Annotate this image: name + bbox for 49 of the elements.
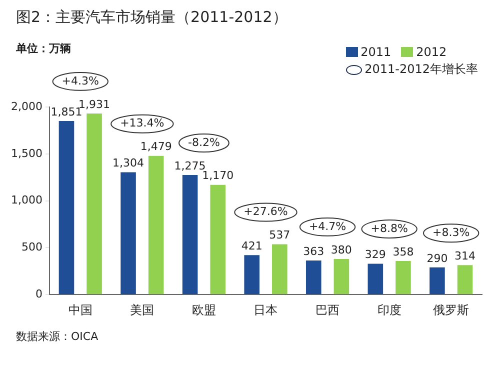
legend-label: 2011 (360, 45, 392, 59)
bar (430, 267, 445, 294)
x-tick-label: 日本 (254, 302, 278, 317)
bar (457, 265, 473, 294)
bar (334, 258, 350, 294)
annotation: +8.8% (370, 222, 408, 235)
data-label: 363 (303, 244, 324, 258)
bar (58, 120, 74, 294)
annotation: +4.7% (308, 220, 346, 233)
data-label: 1,304 (112, 156, 144, 170)
y-tick-label: 1,000 (10, 194, 42, 207)
bar (210, 184, 226, 294)
annotation: +8.3% (432, 226, 470, 240)
bar (120, 172, 136, 294)
text: 2011-2012年增长率 (364, 61, 478, 78)
legend-label: 2012 (416, 45, 447, 59)
bar (306, 260, 322, 294)
bar (244, 255, 260, 294)
annotation: +13.4% (120, 116, 164, 130)
x-tick-label: 美国 (130, 302, 154, 317)
bar (182, 175, 198, 294)
y-tick-label: 500 (21, 240, 42, 254)
chart-title: 图2：主要汽车市场销量（2011-2012） (16, 8, 288, 27)
bar (272, 244, 288, 294)
y-tick-label: 2,000 (10, 100, 42, 113)
data-label: 314 (454, 250, 476, 263)
data-label: 421 (241, 239, 262, 252)
data-label: 537 (269, 228, 290, 242)
y-axis-title: 单位：万辆 (16, 42, 71, 55)
data-label: 329 (364, 248, 386, 262)
bar (148, 156, 164, 294)
annotation: +27.6% (244, 205, 288, 218)
data-label: 380 (330, 243, 352, 256)
x-tick-label: 中国 (68, 302, 92, 317)
source-note: 数据来源：OICA (16, 329, 100, 344)
x-tick-label: 欧盟 (192, 302, 216, 317)
x-tick-label: 巴西 (316, 302, 340, 317)
bar (396, 261, 411, 294)
y-tick-label: 0 (35, 287, 42, 300)
y-tick-label: 1,500 (10, 146, 42, 160)
data-label: 1,479 (140, 140, 172, 154)
bar (368, 264, 384, 294)
x-tick-label: 印度 (377, 302, 402, 317)
x-tick-label: 俄罗斯 (433, 302, 470, 317)
data-label: 290 (426, 252, 448, 265)
annotation: -8.2% (188, 136, 220, 149)
bar (86, 113, 102, 294)
text: +4.3% (62, 74, 99, 88)
data-label: 358 (392, 245, 414, 258)
